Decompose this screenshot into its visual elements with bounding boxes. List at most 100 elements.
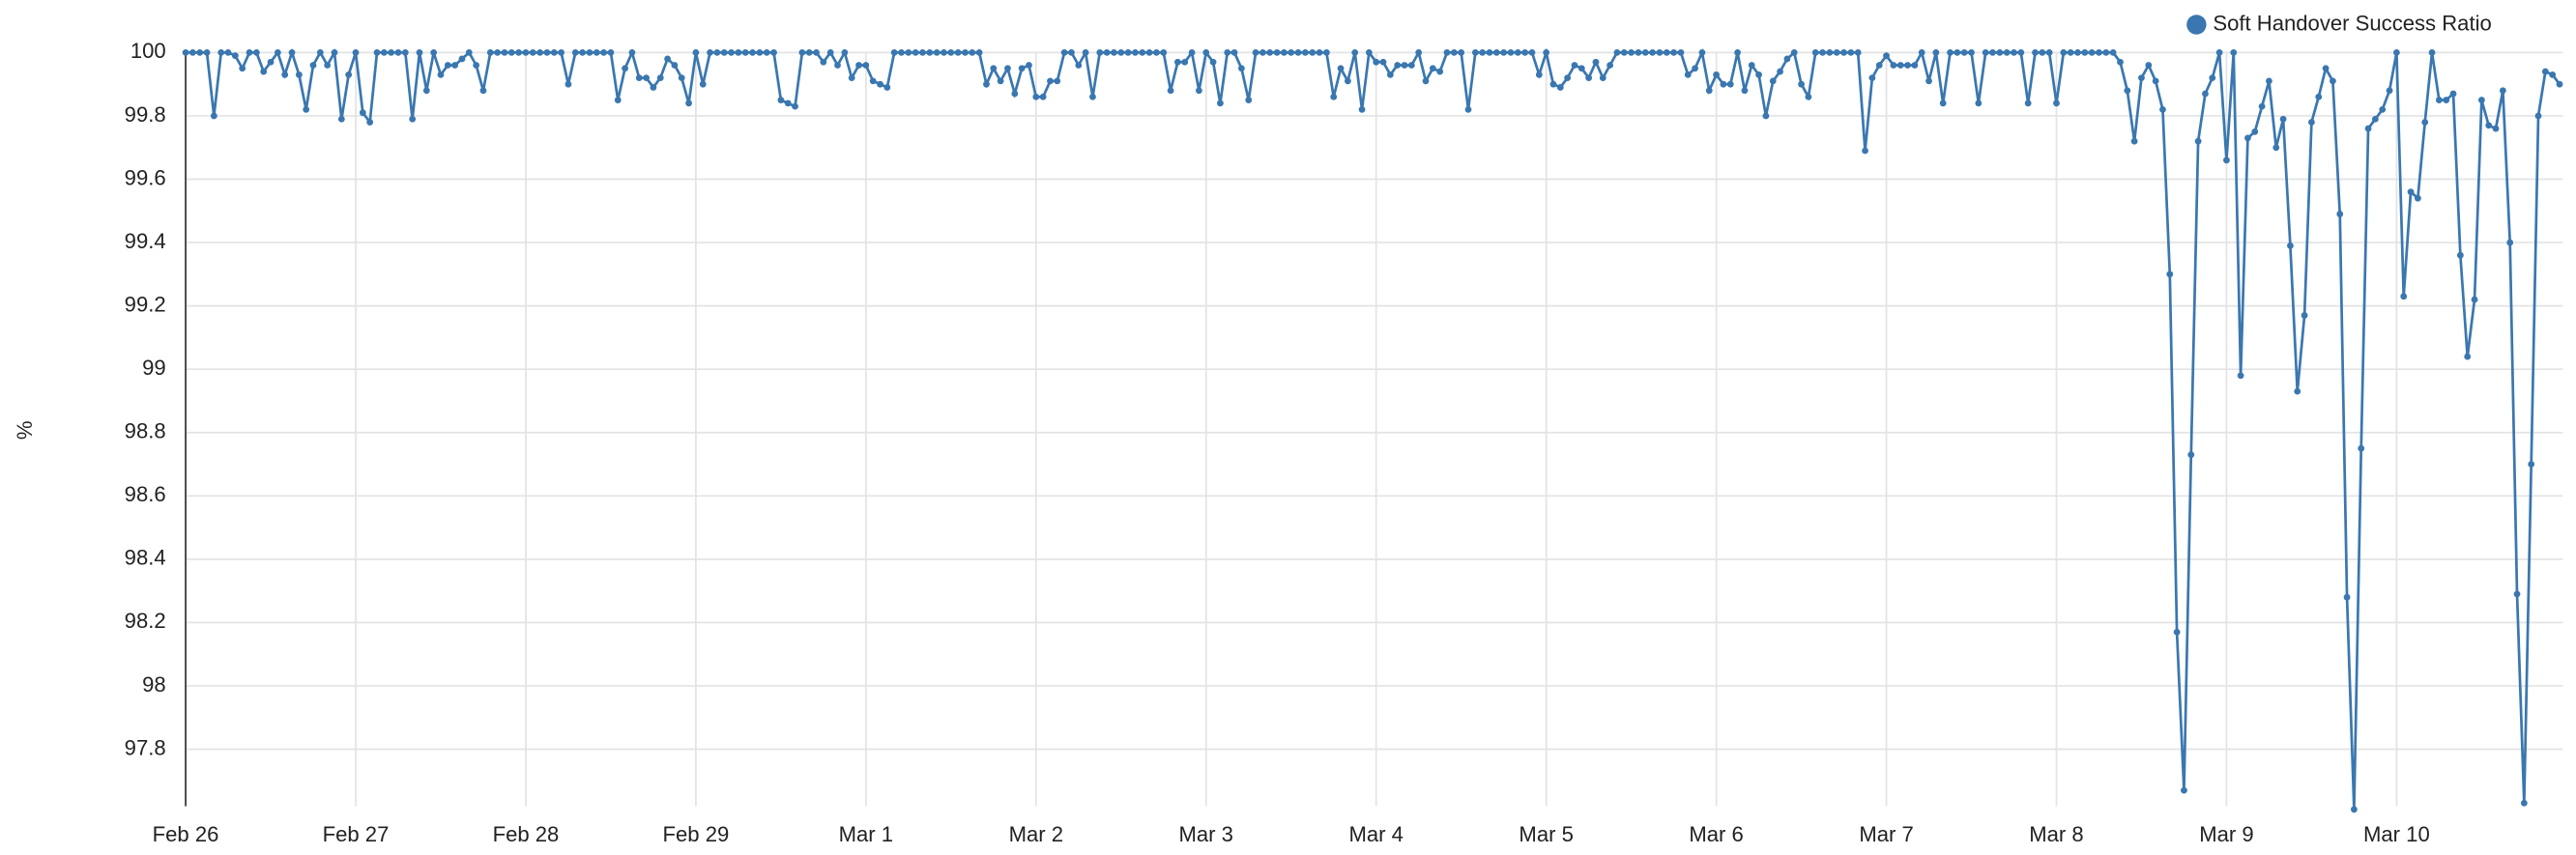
data-point [1670, 48, 1678, 56]
data-point [1479, 48, 1487, 56]
y-tick-label: 99.8 [125, 102, 166, 127]
data-point [2060, 48, 2068, 56]
data-point [465, 48, 473, 56]
data-point [1528, 48, 1536, 56]
data-point [1245, 97, 1253, 103]
x-tick-label: Mar 8 [2029, 822, 2083, 846]
data-point [2315, 93, 2323, 100]
data-point [501, 48, 508, 56]
data-point [2081, 48, 2089, 56]
data-point [2237, 372, 2244, 380]
data-point [600, 48, 607, 56]
data-point [2308, 119, 2315, 126]
data-point [841, 48, 849, 56]
data-point [224, 48, 232, 56]
data-point [1826, 48, 1834, 56]
data-point [1734, 48, 1741, 56]
data-point [1386, 71, 1394, 78]
data-point [1117, 48, 1125, 56]
data-point [2485, 122, 2493, 129]
data-point [1571, 62, 1578, 69]
data-point [571, 48, 579, 56]
data-point [890, 48, 898, 56]
data-point [1705, 87, 1713, 95]
data-point [1606, 62, 1614, 69]
data-point [536, 48, 544, 56]
data-point [267, 58, 275, 66]
data-point [1677, 48, 1685, 56]
data-point [486, 48, 494, 56]
data-point [622, 65, 628, 72]
data-point [2145, 62, 2153, 69]
data-point [947, 48, 955, 56]
data-point [749, 48, 756, 56]
data-point [862, 62, 870, 69]
data-point [954, 48, 962, 56]
data-point [1875, 62, 1883, 69]
data-point [359, 109, 366, 117]
data-point [2556, 80, 2563, 88]
data-point [1471, 48, 1479, 56]
data-point [1805, 93, 1812, 100]
data-point [692, 48, 700, 56]
data-point [1103, 48, 1111, 56]
data-point [295, 71, 303, 78]
data-point [1777, 68, 1783, 75]
data-point [288, 48, 296, 56]
data-point [1082, 48, 1089, 56]
data-point [1018, 65, 1026, 72]
data-point [1911, 62, 1919, 69]
data-point [678, 74, 685, 82]
data-point [741, 48, 749, 56]
data-point [983, 80, 990, 88]
x-tick-label: Mar 6 [1689, 822, 1743, 846]
data-point [664, 55, 671, 63]
data-point [685, 100, 692, 107]
data-point [1649, 48, 1657, 56]
data-point [2202, 90, 2209, 98]
data-point [1847, 48, 1855, 56]
data-point [1160, 48, 1168, 56]
data-point [1713, 71, 1720, 78]
data-point [1613, 48, 1621, 56]
data-point [1401, 62, 1408, 69]
x-tick-label: Feb 29 [663, 822, 730, 846]
data-point [444, 62, 451, 69]
data-point [303, 105, 310, 113]
data-point [1840, 48, 1847, 56]
data-point [1039, 93, 1047, 100]
data-point [564, 80, 572, 88]
data-point [550, 48, 558, 56]
data-point [309, 62, 317, 69]
data-point [813, 48, 820, 56]
series-line [186, 47, 2562, 810]
data-point [2534, 112, 2542, 120]
data-point [1337, 65, 1345, 72]
data-point [1075, 62, 1083, 69]
data-point [1004, 65, 1011, 72]
data-point [210, 112, 217, 120]
data-point [2159, 105, 2166, 113]
y-tick-label: 99.4 [125, 229, 166, 253]
data-point [656, 74, 664, 82]
data-point [416, 48, 423, 56]
data-point [188, 48, 196, 56]
x-tick-label: Mar 7 [1859, 822, 1913, 846]
data-point [1762, 112, 1770, 120]
data-point [458, 55, 466, 63]
data-point [1486, 48, 1493, 56]
data-point [2443, 97, 2450, 103]
data-point [2322, 65, 2330, 72]
data-point [1741, 87, 1749, 95]
data-point [1755, 71, 1762, 78]
data-point [579, 48, 587, 56]
y-tick-label: 100 [130, 39, 166, 63]
data-point [2074, 48, 2081, 56]
data-point [2194, 137, 2202, 145]
data-point [1322, 48, 1330, 56]
data-point [2053, 100, 2060, 107]
data-point [345, 71, 353, 78]
data-point [919, 48, 926, 56]
data-point [1854, 48, 1862, 56]
